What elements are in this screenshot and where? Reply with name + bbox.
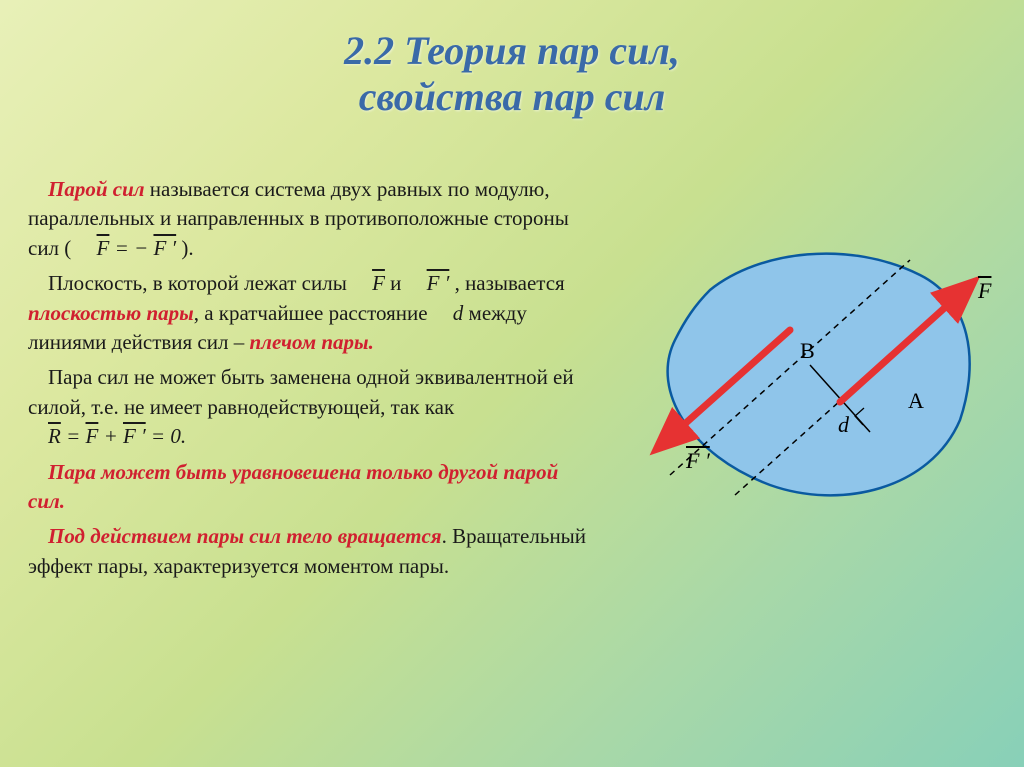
paragraph-5: Под действием пары сил тело вращается. В… <box>28 522 598 581</box>
eq2-r: R <box>48 424 61 448</box>
paragraph-3: Пара сил не может быть заменена одной эк… <box>28 363 598 451</box>
paragraph-1: Парой сил называется система двух равных… <box>28 175 598 263</box>
eq2: R = F + F ′ = 0. <box>28 422 186 451</box>
eq2-f: F <box>86 424 99 448</box>
term-arm: пле­чом пары <box>249 330 368 354</box>
label-f: F <box>978 278 991 304</box>
var-d: d <box>433 299 464 328</box>
paragraph-4: Пара может быть уравновешена только друг… <box>28 458 598 517</box>
p2e: , а кратчайшее рас­стояние <box>194 301 433 325</box>
slide-title: 2.2 Теория пар сил, свойства пар сил <box>0 0 1024 120</box>
label-d: d <box>838 412 849 438</box>
eq1-fp: F ′ <box>153 236 176 260</box>
eq2-b: + <box>98 424 123 448</box>
p2i: . <box>369 330 374 354</box>
eq2-fp: F ′ <box>123 424 146 448</box>
eq2-a: = <box>61 424 86 448</box>
term-couple-plane: плоскостью пары <box>28 301 194 325</box>
p2a: Плоскость, в которой лежат силы <box>48 271 352 295</box>
p2b: и <box>385 271 407 295</box>
eq1: F = − F ′ <box>77 234 177 263</box>
body-text: Парой сил называется система двух равных… <box>28 175 598 587</box>
p2c: , на­зывается <box>449 271 564 295</box>
diagram-svg <box>620 230 1010 530</box>
couple-diagram: A B d F F ′ <box>620 230 1010 530</box>
p1-end: ). <box>176 236 194 260</box>
p3-text: Пара сил не может быть заменена одной эк… <box>28 365 574 418</box>
term-pair-of-forces: Парой сил <box>48 177 145 201</box>
eq2-c: = 0. <box>146 424 186 448</box>
title-line-2: свойства пар сил <box>359 74 666 119</box>
p2-f2: F ′ <box>407 269 450 298</box>
paragraph-2: Плоскость, в которой лежат силы F и F ′ … <box>28 269 598 357</box>
eq1-f: F <box>97 236 110 260</box>
label-b: B <box>800 338 815 364</box>
label-fprime: F ′ <box>686 448 710 474</box>
p5a: Под действием пары сил тело вращается <box>48 524 442 548</box>
title-line-1: 2.2 Теория пар сил, <box>344 28 680 73</box>
eq1-mid: = − <box>109 236 153 260</box>
p2-f1: F <box>352 269 385 298</box>
label-a: A <box>908 388 924 414</box>
